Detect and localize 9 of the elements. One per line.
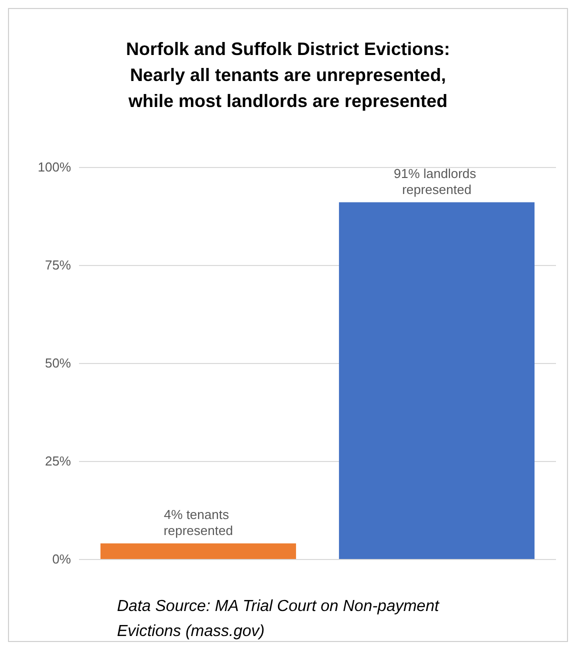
y-tick-label: 75% (44, 258, 72, 272)
data-label: 91% landlords represented (394, 166, 480, 197)
y-tick-label: 100% (38, 160, 72, 174)
source-note: Data Source: MA Trial Court on Non-payment Evictions (mass.gov) (117, 598, 444, 640)
chart-title: Norfolk and Suffolk District Evictions: Nearly all tenants are unrepresented, while most landlords are represented (126, 39, 450, 111)
data-label: 4% tenants represented (164, 506, 233, 538)
y-tick-label: 50% (44, 356, 72, 370)
y-tick-label: 25% (44, 454, 72, 468)
y-tick-label: 0% (52, 552, 72, 566)
